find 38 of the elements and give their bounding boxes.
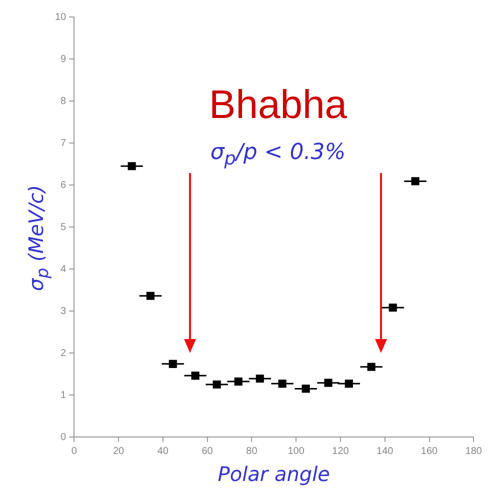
annotation: Bhabha <box>208 83 348 128</box>
point <box>168 360 177 368</box>
x-tick-label: 0 <box>71 446 78 457</box>
y-tick-label: 5 <box>60 222 67 233</box>
y-tick-label: 10 <box>55 12 67 23</box>
y-tick-label: 4 <box>60 264 67 275</box>
point <box>234 378 242 386</box>
y-tick-label: 2 <box>60 348 67 359</box>
point <box>256 374 264 383</box>
point <box>212 380 221 389</box>
annotation: σ$_{p}$/p < 0.3% <box>209 140 347 170</box>
y-tick-label: 7 <box>60 138 67 149</box>
point <box>278 380 286 388</box>
y-tick-label: 3 <box>60 306 67 317</box>
point <box>128 162 136 170</box>
x-tick-label: 120 <box>332 446 350 457</box>
x-axis-title: Polar angle <box>218 462 330 486</box>
x-tick-label: 80 <box>246 446 258 457</box>
x-tick-label: 40 <box>157 446 169 457</box>
point <box>367 362 376 371</box>
x-tick-label: 180 <box>465 446 482 457</box>
y-tick-label: 1 <box>60 390 67 401</box>
y-tick-label: 6 <box>60 180 67 191</box>
x-tick-label: 20 <box>112 446 125 457</box>
point <box>324 378 332 387</box>
x-tick-label: 140 <box>376 446 394 457</box>
x-tick-label: 160 <box>420 446 438 457</box>
point <box>344 380 353 388</box>
x-tick-label: 60 <box>202 446 214 457</box>
y-tick-label: 9 <box>60 54 67 65</box>
point <box>302 384 310 393</box>
y-tick-label: 0 <box>60 432 67 443</box>
point <box>388 304 397 312</box>
point <box>191 372 200 380</box>
y-tick-label: 8 <box>60 96 67 107</box>
point <box>146 292 155 300</box>
x-tick-label: 100 <box>288 446 305 457</box>
point <box>411 177 420 186</box>
